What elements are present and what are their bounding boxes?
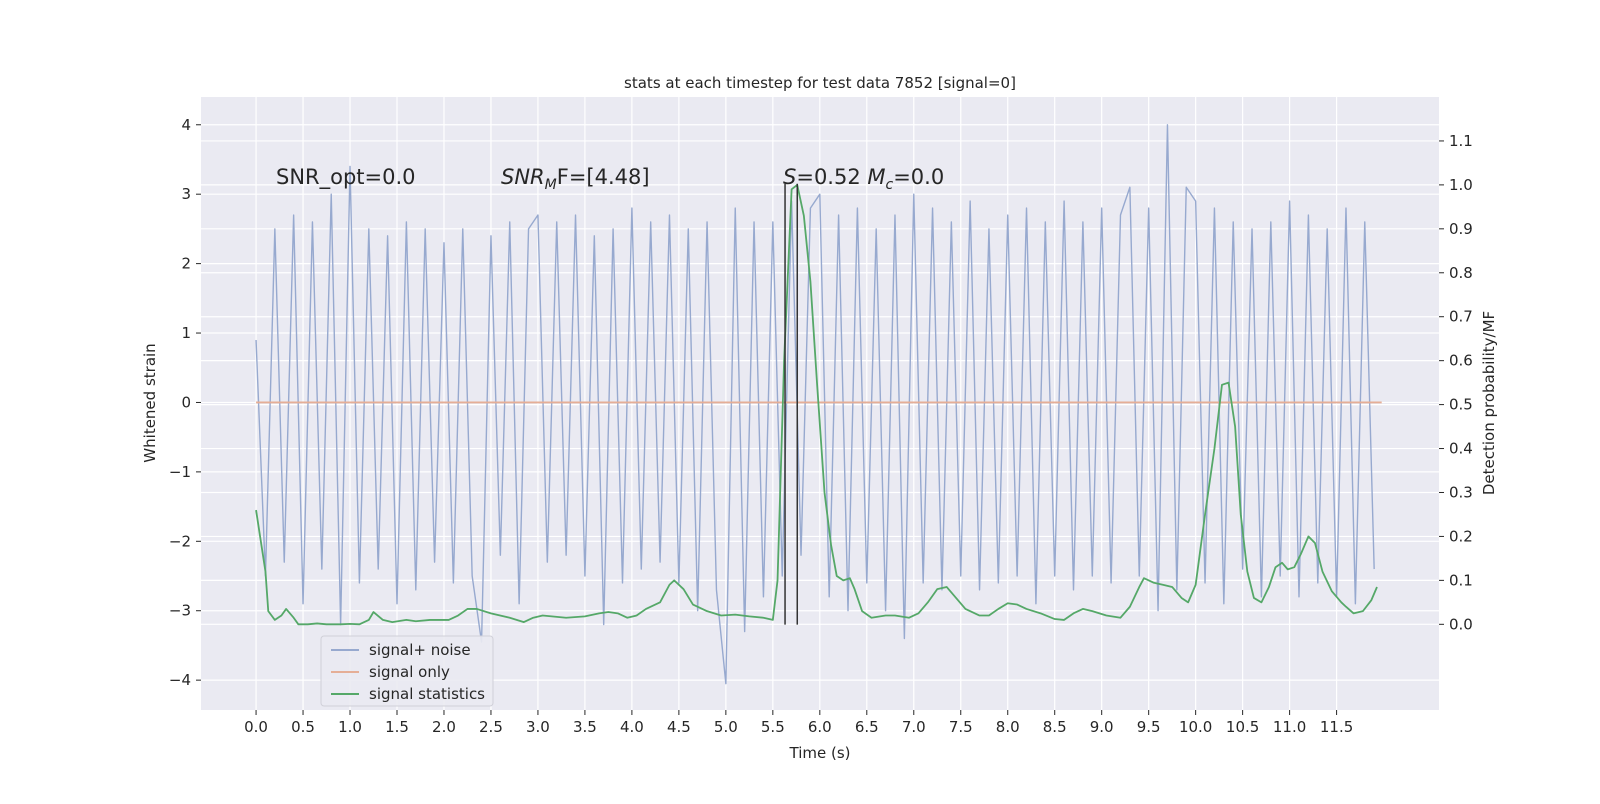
annotation-part: =0.0 — [893, 165, 944, 189]
annotation-part: SNR_opt=0.0 — [276, 165, 416, 190]
legend: signal+ noise signal only signal statistic… — [320, 635, 494, 707]
y2-tick-label: 0.2 — [1449, 527, 1473, 545]
y2-tick-label: 1.0 — [1449, 176, 1473, 194]
annotation: S=0.52 Mc=0.0 — [783, 165, 944, 193]
y-tick-label: 0 — [181, 393, 191, 411]
x-tick-label: 2.5 — [479, 718, 503, 736]
x-tick-label: 5.0 — [714, 718, 738, 736]
x-tick-label: 7.5 — [949, 718, 973, 736]
annotation-part: S — [783, 165, 796, 189]
annotation-part: =0.52 — [796, 165, 867, 189]
y-tick-label: −1 — [169, 463, 191, 481]
x-tick-label: 9.0 — [1090, 718, 1114, 736]
y2-tick-label: 0.1 — [1449, 571, 1473, 589]
legend-label: signal only — [369, 663, 450, 681]
y2-axis-label: Detection probability/MF — [1480, 311, 1498, 495]
legend-label: signal statistics — [369, 685, 485, 703]
x-tick-label: 4.5 — [667, 718, 691, 736]
x-tick-label: 1.0 — [338, 718, 362, 736]
x-tick-label: 10.5 — [1226, 718, 1259, 736]
legend-label: signal+ noise — [369, 641, 471, 659]
y-tick-label: −3 — [169, 602, 191, 620]
series-line — [255, 124, 1375, 685]
x-tick-label: 11.0 — [1273, 718, 1306, 736]
x-tick-label: 1.5 — [385, 718, 409, 736]
y-tick-label: 1 — [181, 324, 191, 342]
x-tick-label: 4.0 — [620, 718, 644, 736]
y-tick-label: −2 — [169, 532, 191, 550]
annotation-part: M — [545, 177, 557, 193]
y-tick-label: 2 — [181, 255, 191, 273]
y-tick-label: 4 — [181, 116, 191, 134]
y2-tick-label: 0.5 — [1449, 396, 1473, 414]
y2-tick-label: 0.6 — [1449, 352, 1473, 370]
y-axis-label: Whitened strain — [141, 343, 159, 462]
annotation-part: F=[4.48] — [557, 165, 650, 189]
y2-tick-label: 1.1 — [1449, 132, 1473, 150]
x-tick-label: 11.5 — [1320, 718, 1353, 736]
series-line — [255, 183, 1378, 626]
y-tick-label: −4 — [169, 671, 191, 689]
y2-tick-label: 0.8 — [1449, 264, 1473, 282]
x-tick-label: 8.5 — [1043, 718, 1067, 736]
x-tick-label: 10.0 — [1179, 718, 1212, 736]
x-tick-label: 6.0 — [808, 718, 832, 736]
x-axis-label: Time (s) — [789, 744, 851, 762]
annotation-part: M — [867, 165, 885, 189]
x-tick-label: 6.5 — [855, 718, 879, 736]
x-tick-label: 9.5 — [1137, 718, 1161, 736]
legend-box — [320, 635, 494, 707]
y-tick-label: 3 — [181, 185, 191, 203]
x-tick-label: 3.5 — [573, 718, 597, 736]
axes: 0.0 0.5 1.0 1.5 2.0 2.5 3.0 3.5 4.0 4.5 5.0 5.5 6.0 6… — [169, 116, 1473, 736]
x-tick-label: 0.5 — [291, 718, 315, 736]
y2-tick-label: 0.4 — [1449, 440, 1473, 458]
x-tick-label: 3.0 — [526, 718, 550, 736]
x-tick-label: 7.0 — [902, 718, 926, 736]
x-tick-label: 2.0 — [432, 718, 456, 736]
x-tick-label: 5.5 — [761, 718, 785, 736]
y2-tick-label: 0.3 — [1449, 483, 1473, 501]
y2-tick-label: 0.7 — [1449, 308, 1473, 326]
annotation-part: c — [886, 177, 894, 193]
y2-tick-label: 0.9 — [1449, 220, 1473, 238]
x-tick-label: 8.0 — [996, 718, 1020, 736]
x-tick-label: 0.0 — [244, 718, 268, 736]
annotation: SNR_opt=0.0 — [276, 165, 416, 190]
marks — [255, 124, 1382, 685]
annotations: SNR_opt=0.0 SNRMF=[4.48] S=0.52 Mc=0.0 — [276, 165, 944, 193]
annotation-part: SNR — [501, 165, 545, 189]
annotation: SNRMF=[4.48] — [501, 165, 650, 193]
chart-title: stats at each timestep for test data 785… — [624, 74, 1016, 92]
y2-tick-label: 0.0 — [1449, 615, 1473, 633]
